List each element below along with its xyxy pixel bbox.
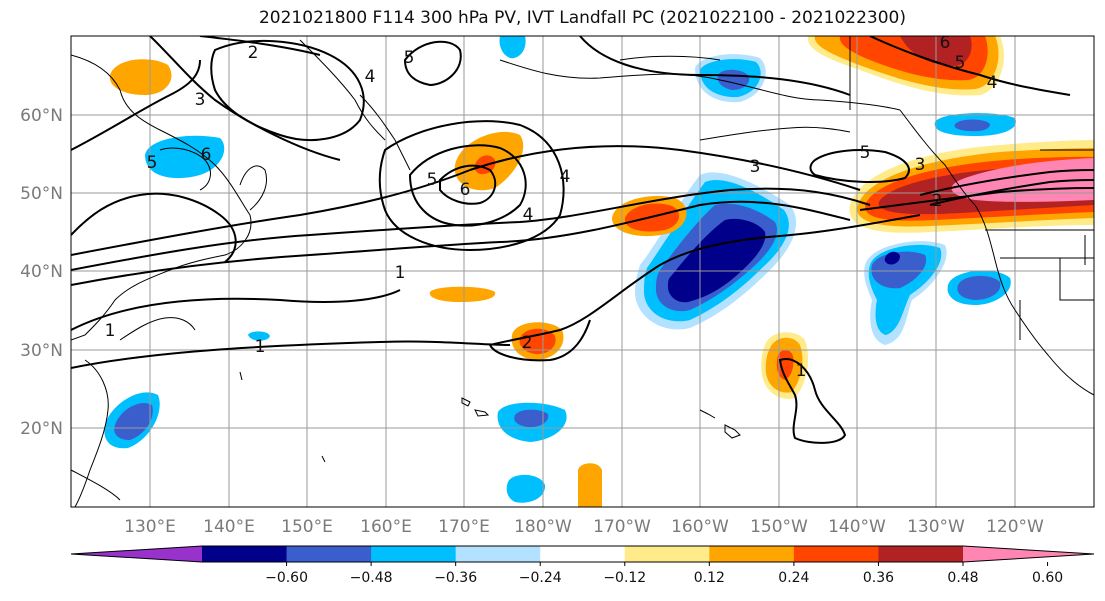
colorbar-segment	[624, 546, 710, 562]
contour-label: 1	[255, 337, 266, 357]
colorbar-tick-label: −0.36	[434, 570, 477, 586]
colorbar-segment	[286, 546, 372, 562]
colorbar-tick-label: −0.12	[603, 570, 646, 586]
lat-label: 60°N	[20, 106, 63, 126]
contour-label: 5	[427, 170, 438, 190]
contour-label: 6	[460, 180, 471, 200]
contour-label: 2	[932, 191, 943, 211]
coastlines	[71, 36, 1094, 507]
contour-label: 3	[915, 155, 926, 175]
contour-label: 1	[395, 263, 406, 283]
colorbar-outline	[70, 545, 1095, 563]
contour-label: 6	[940, 33, 951, 53]
contour-label: 4	[365, 67, 376, 87]
contour-label: 1	[105, 321, 116, 341]
contour-label: 4	[560, 167, 571, 187]
colorbar-segment	[371, 546, 457, 562]
lat-label: 40°N	[20, 262, 63, 282]
lon-label: 130°E	[124, 517, 176, 537]
plot-frame	[70, 35, 1095, 508]
colorbar-tick-label: 0.24	[778, 570, 809, 586]
graticule	[71, 36, 1094, 507]
positive-anomaly-132e	[109, 59, 172, 95]
colorbar-tick-label: 0.36	[863, 570, 894, 586]
lon-label: 120°W	[986, 517, 1044, 537]
colorbar-tick-label: 0.48	[947, 570, 978, 586]
latitude-labels: 60°N 50°N 40°N 30°N 20°N	[20, 106, 63, 439]
contour-labels: 2 5 4 3 5 6 5 6 4 3 4 5 6 5 4 3 2 1 1 1 …	[105, 33, 998, 381]
contour-label: 3	[750, 157, 761, 177]
contour-label: 5	[404, 48, 415, 68]
pv-contours	[71, 36, 1094, 444]
contour-label: 3	[195, 90, 206, 110]
lon-label: 170°E	[438, 517, 490, 537]
colorbar: −0.60 −0.48 −0.36 −0.24 −0.12 0.12 0.24 0.36 0.4…	[70, 545, 1095, 586]
colorbar-segment	[709, 546, 795, 562]
lon-label: 130°W	[907, 517, 965, 537]
lon-label: 170°W	[593, 517, 651, 537]
contour-label: 5	[955, 53, 966, 73]
colorbar-segment	[793, 546, 879, 562]
lon-label: 160°E	[360, 517, 412, 537]
colorbar-segment	[878, 546, 964, 562]
lat-label: 20°N	[20, 419, 63, 439]
colorbar-segment	[540, 546, 626, 562]
lon-label: 150°W	[750, 517, 808, 537]
contour-label: 6	[201, 145, 212, 165]
colorbar-segment	[202, 546, 288, 562]
contour-label: 5	[860, 143, 871, 163]
lon-label: 140°E	[203, 517, 255, 537]
colorbar-segment	[963, 546, 1094, 562]
contour-label: 5	[147, 153, 158, 173]
colorbar-tick-label: −0.60	[265, 570, 308, 586]
colorbar-tick-label: 0.12	[694, 570, 725, 586]
figure-title: 2021021800 F114 300 hPa PV, IVT Landfall…	[258, 8, 906, 28]
colorbar-tick-label: −0.48	[350, 570, 393, 586]
colorbar-segment	[455, 546, 541, 562]
contour-label: 4	[523, 205, 534, 225]
contour-label: 2	[248, 43, 259, 63]
negative-anomaly-140e	[145, 135, 225, 179]
contour-label: 4	[987, 73, 998, 93]
longitude-labels: 130°E 140°E 150°E 160°E 170°E 180°W 170°…	[124, 517, 1044, 537]
colorbar-segment	[71, 546, 202, 562]
lon-label: 160°W	[671, 517, 729, 537]
lon-label: 140°W	[828, 517, 886, 537]
lat-label: 30°N	[20, 341, 63, 361]
lon-label: 150°E	[281, 517, 333, 537]
lon-label: 180°W	[514, 517, 572, 537]
colorbar-tick-label: −0.24	[519, 570, 562, 586]
lat-label: 50°N	[20, 184, 63, 204]
colorbar-tick-label: 0.60	[1032, 570, 1063, 586]
contour-label: 2	[522, 333, 533, 353]
contour-label: 1	[796, 361, 807, 381]
